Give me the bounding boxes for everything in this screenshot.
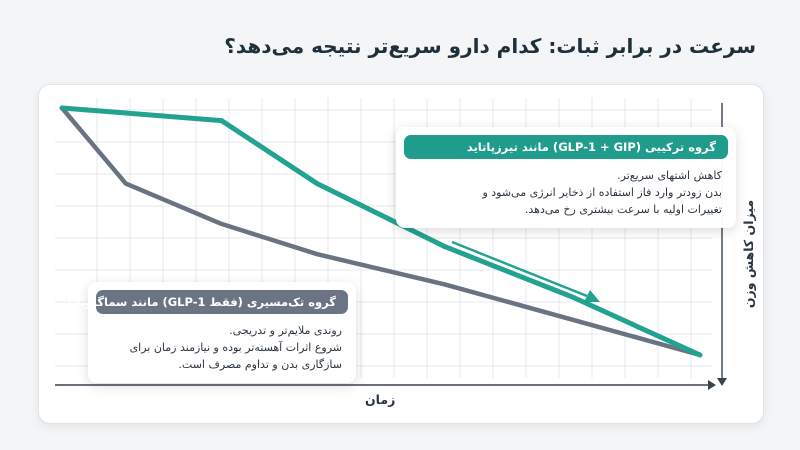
chart-series xyxy=(59,105,703,358)
y-axis-label: میزان کاهش وزن xyxy=(741,199,756,309)
single-group-callout: گروه تک‌مسیری (فقط GLP-1) مانند سماگلوتا… xyxy=(66,282,356,383)
x-axis-label: زمان xyxy=(365,392,396,407)
combo-group-line-3: تغییرات اولیه با سرعت بیشتری رخ می‌دهد. xyxy=(524,203,722,216)
combo-group-title: گروه ترکیبی (GLP-1 + GIP) مانند تیرزپاتا… xyxy=(404,135,728,159)
single-series-line xyxy=(59,105,703,358)
y-axis-arrowhead xyxy=(717,378,727,386)
single-group-line-1: روندی ملایم‌تر و تدریجی. xyxy=(229,324,342,337)
single-group-line-2: شروع اثرات آهسته‌تر بوده و نیازمند زمان … xyxy=(129,341,342,354)
page-title: سرعت در برابر ثبات: کدام دارو سریع‌تر نت… xyxy=(224,34,756,58)
combo-group-callout: گروه ترکیبی (GLP-1 + GIP) مانند تیرزپاتا… xyxy=(396,127,736,228)
trend-arrow-head xyxy=(584,290,600,302)
trend-arrow-shaft xyxy=(451,240,588,298)
trend-arrow xyxy=(451,240,600,302)
single-group-line-3: سازگاری بدن و تداوم مصرف است. xyxy=(178,358,342,371)
combo-group-line-2: بدن زودتر وارد فاز استفاده از ذخایر انرژ… xyxy=(482,186,722,199)
single-group-title: گروه تک‌مسیری (فقط GLP-1) مانند سماگلوتا… xyxy=(66,290,348,314)
combo-group-line-1: کاهش اشتهای سریع‌تر. xyxy=(617,169,722,182)
combo-series-line xyxy=(59,105,703,358)
x-axis-arrowhead xyxy=(708,380,716,390)
